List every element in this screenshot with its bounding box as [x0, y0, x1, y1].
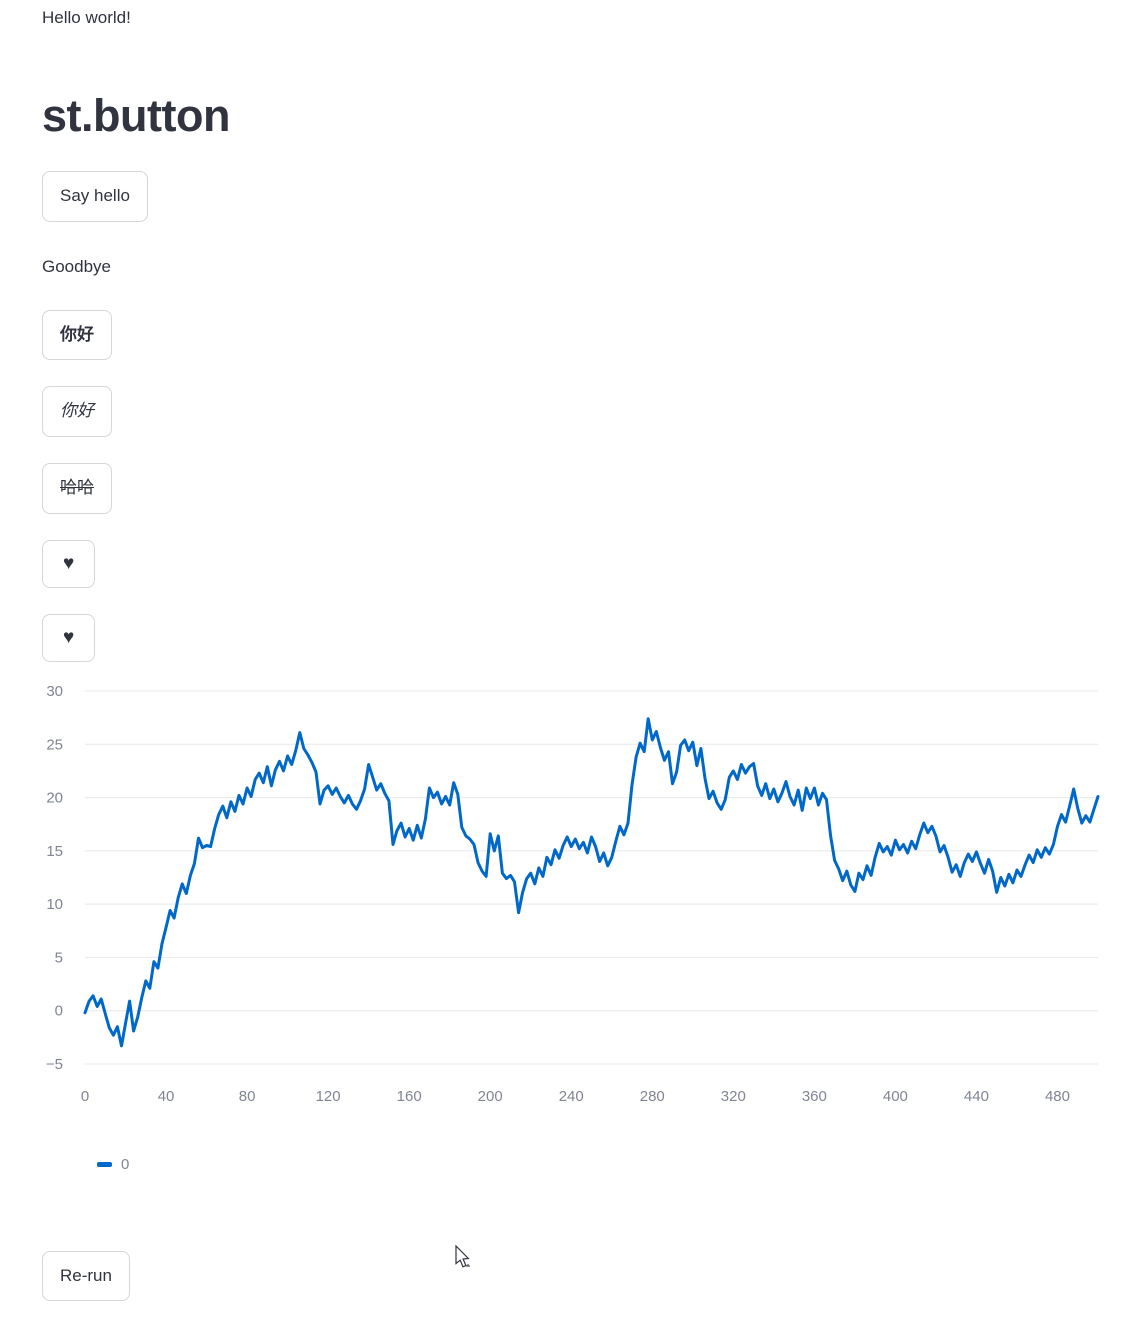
goodbye-text: Goodbye: [42, 256, 111, 276]
y-axis-tick-label: 0: [55, 1002, 63, 1019]
rerun-button-label: Re-run: [60, 1265, 112, 1285]
line-chart[interactable]: 30 25 20 15 10 5 0 −5 0 40 80 120 160 200 240 280 320 360…: [42, 683, 1124, 1173]
x-axis-tick-label: 40: [158, 1088, 175, 1105]
x-axis-tick-label: 480: [1045, 1088, 1070, 1105]
x-axis-tick-label: 280: [640, 1088, 665, 1105]
x-axis-tick-label: 240: [559, 1088, 584, 1105]
heart-icon: ♥: [63, 627, 75, 649]
x-axis-tick-label: 440: [964, 1088, 989, 1105]
y-axis-tick-label: 25: [46, 736, 63, 753]
x-axis-tick-label: 80: [239, 1088, 256, 1105]
x-axis-tick-label: 320: [721, 1088, 746, 1105]
nihao-bold-button[interactable]: 你好: [42, 309, 112, 361]
y-axis-tick-label: 5: [55, 949, 63, 966]
series-line: [83, 716, 1100, 1047]
say-hello-button-label: Say hello: [60, 186, 130, 205]
chart-legend: 0: [97, 1156, 1124, 1173]
legend-series-swatch: [97, 1161, 112, 1167]
legend-series-label: 0: [121, 1155, 130, 1173]
greeting-text: Hello world!: [42, 8, 131, 27]
x-axis-tick-label: 360: [802, 1088, 827, 1105]
x-axis-tick-label: 120: [316, 1088, 341, 1105]
y-axis-tick-label: 20: [46, 789, 63, 806]
haha-strikethrough-button[interactable]: 哈哈: [42, 462, 112, 514]
rerun-button[interactable]: Re-run: [42, 1250, 130, 1302]
heart-icon: ♥: [63, 553, 75, 575]
line-chart-canvas[interactable]: 30 25 20 15 10 5 0 −5 0 40 80 120 160 200 240 280 320 360…: [42, 683, 1105, 1109]
heart-button-1[interactable]: ♥: [42, 539, 96, 588]
nihao-italic-button[interactable]: 你好: [42, 386, 112, 437]
x-axis-tick-label: 160: [397, 1088, 422, 1105]
say-hello-button[interactable]: Say hello: [42, 171, 148, 222]
haha-strikethrough-button-label: 哈哈: [60, 477, 94, 497]
y-axis-tick-label: 15: [46, 842, 63, 859]
y-axis-tick-label: 10: [46, 896, 63, 913]
x-axis-tick-label: 0: [81, 1088, 89, 1105]
y-axis-tick-label: −5: [46, 1056, 63, 1073]
y-axis-tick-label: 30: [46, 684, 63, 700]
nihao-italic-button-label: 你好: [60, 401, 94, 421]
x-axis-tick-label: 200: [478, 1088, 503, 1105]
heart-button-2[interactable]: ♥: [42, 613, 96, 662]
page-title: st.button: [42, 90, 230, 141]
nihao-bold-button-label: 你好: [60, 324, 94, 344]
x-axis-tick-label: 400: [883, 1088, 908, 1105]
